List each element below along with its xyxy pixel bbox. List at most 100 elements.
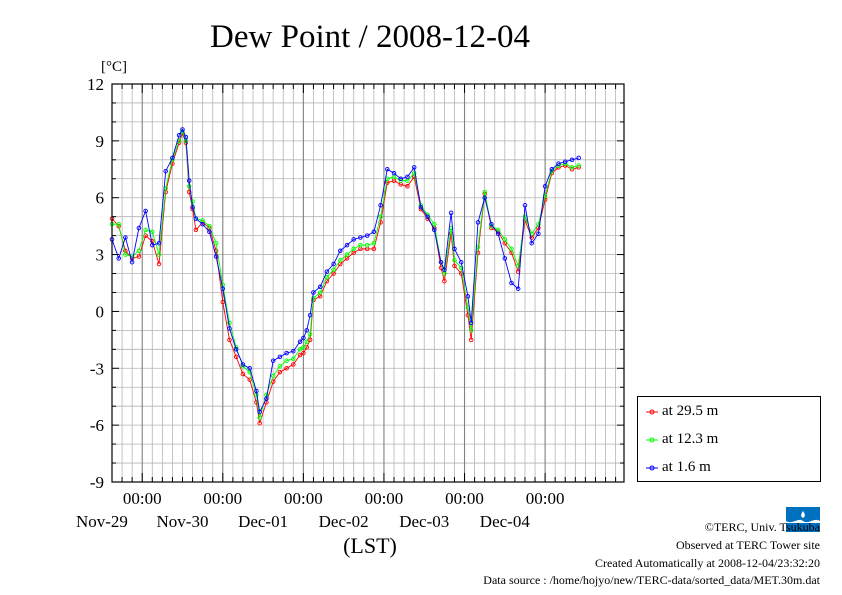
data-point — [307, 312, 313, 318]
data-point — [254, 388, 259, 394]
data-point — [468, 337, 474, 343]
data-point — [344, 252, 350, 257]
x-tick-label-time: 00:00 — [526, 489, 565, 508]
legend-marker-red — [646, 409, 658, 415]
data-point — [536, 221, 541, 227]
x-date-label: Dec-01 — [238, 512, 288, 531]
data-point — [465, 312, 471, 318]
data-point — [311, 295, 316, 301]
data-point — [123, 235, 128, 240]
y-tick-label: 12 — [87, 75, 104, 94]
data-point — [475, 220, 481, 225]
data-point — [227, 326, 232, 331]
data-point — [458, 259, 464, 265]
data-point — [542, 184, 548, 189]
x-tick-label-time: 00:00 — [365, 489, 404, 508]
data-point — [371, 240, 377, 246]
data-point — [176, 132, 182, 138]
data-point — [364, 233, 370, 238]
series-layer — [109, 127, 581, 426]
data-point — [405, 184, 410, 189]
data-point — [522, 203, 528, 208]
data-point — [163, 168, 168, 174]
data-point — [129, 259, 135, 265]
legend-marker-blue — [646, 465, 658, 471]
data-point — [358, 235, 363, 240]
data-point — [186, 184, 192, 189]
x-tick-label-time: 00:00 — [445, 489, 484, 508]
data-point — [411, 170, 417, 176]
legend: at 29.5 m at 12.3 m at 1.6 m — [637, 396, 821, 482]
data-point — [351, 246, 356, 252]
data-point — [213, 240, 219, 246]
observed-text: Observed at TERC Tower site — [675, 538, 820, 552]
y-tick-label: 0 — [96, 302, 105, 321]
y-tick-label: 9 — [96, 132, 105, 151]
data-point — [418, 204, 424, 210]
data-point — [301, 345, 306, 350]
data-point — [307, 337, 313, 343]
data-point — [569, 165, 575, 170]
data-point — [156, 252, 162, 257]
data-point — [150, 229, 155, 235]
data-point — [257, 409, 262, 415]
data-point — [227, 320, 232, 326]
data-point — [136, 248, 142, 254]
data-point — [452, 258, 457, 263]
y-tick-label: 3 — [96, 246, 105, 265]
data-point — [358, 242, 363, 248]
data-point — [304, 328, 309, 333]
data-point — [391, 170, 397, 176]
data-point — [458, 265, 464, 271]
data-point — [331, 261, 336, 267]
data-point — [371, 229, 377, 235]
data-point — [307, 331, 313, 337]
y-tick-label: -6 — [90, 416, 104, 435]
data-point — [344, 242, 350, 248]
data-point — [291, 362, 296, 367]
data-point — [291, 348, 296, 354]
data-point — [233, 354, 239, 360]
series-line-2 — [111, 128, 579, 414]
data-point — [136, 254, 142, 259]
data-point — [569, 157, 575, 163]
copyright-text: ©TERC, Univ. Tsukuba — [704, 520, 820, 534]
data-point — [509, 246, 514, 252]
data-point — [284, 350, 289, 356]
data-point — [284, 358, 289, 363]
data-point — [233, 347, 239, 352]
x-axis-label: (LST) — [343, 533, 397, 558]
data-point — [542, 193, 548, 199]
data-point — [193, 227, 199, 233]
x-date-label: Dec-03 — [399, 512, 449, 531]
data-point — [432, 221, 437, 227]
legend-item-12-3m: at 12.3 m — [646, 429, 718, 449]
data-point — [156, 240, 162, 246]
data-point — [438, 259, 444, 265]
data-point — [489, 221, 494, 227]
data-point — [338, 248, 343, 254]
data-point — [213, 254, 219, 259]
data-point — [311, 290, 316, 295]
legend-label: at 29.5 m — [662, 403, 719, 419]
y-tick-label: -9 — [90, 473, 104, 492]
data-point — [371, 246, 377, 252]
legend-marker-green — [646, 437, 658, 443]
data-point — [156, 261, 162, 267]
data-point — [495, 231, 501, 236]
data-point — [405, 174, 410, 180]
data-point — [257, 420, 262, 426]
data-point — [136, 225, 142, 231]
data-point — [432, 227, 437, 233]
data-point — [442, 267, 447, 272]
data-point — [207, 223, 212, 229]
data-point — [270, 358, 276, 363]
data-point — [515, 286, 521, 291]
data-point — [297, 347, 303, 352]
data-point — [143, 227, 148, 233]
terc-logo — [786, 507, 820, 532]
data-point — [317, 290, 323, 295]
data-point — [317, 284, 323, 290]
data-point — [297, 339, 303, 345]
